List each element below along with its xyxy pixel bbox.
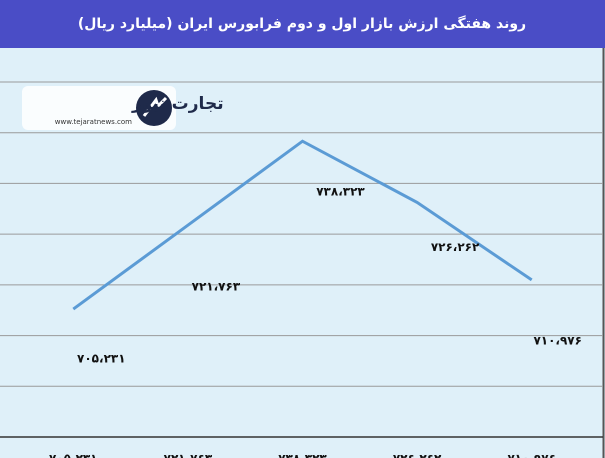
data-label: ۷۱۰،۹۷۶ [533,333,582,347]
x-tick-label: ۷۲۱،۷۶۳ [164,452,213,458]
x-tick-label: ۷۲۶،۲۶۲ [393,452,442,458]
data-label: ۷۲۶،۲۶۲ [431,240,480,254]
x-tick-label: ۷۳۸،۳۲۳ [278,452,327,458]
header-band [0,0,605,48]
logo-url: www.tejaratnews.com [55,118,132,126]
chart-title: روند هفتگی ارزش بازار اول و دوم فرابورس … [78,15,526,32]
data-label: ۷۰۵،۲۳۱ [77,352,126,366]
logo: تجارت نیوز www.tejaratnews.com [22,86,224,130]
logo-arrow [142,96,168,117]
x-tick-label: ۷۰۵،۲۳۱ [49,452,98,458]
x-tick-label: ۷۱۰،۹۷۶ [507,452,556,458]
data-label: ۷۲۱،۷۶۳ [192,280,241,294]
data-label: ۷۳۸،۳۲۳ [316,185,365,199]
data-line [72,139,533,311]
logo-background [22,86,176,130]
logo-name: تجارت نیوز [131,94,224,114]
